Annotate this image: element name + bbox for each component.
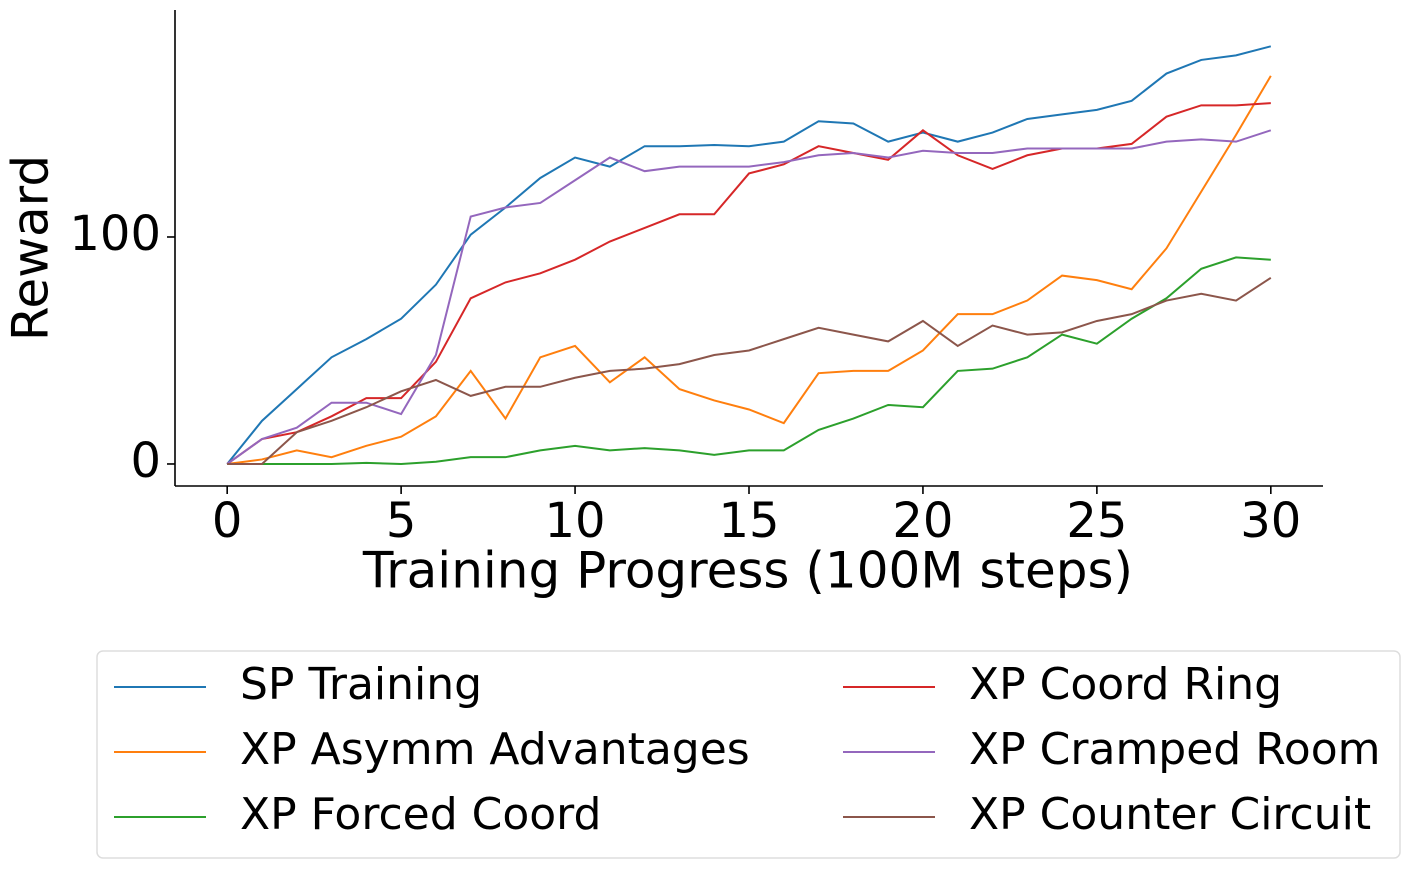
y-tick-label: 0 — [130, 433, 161, 489]
x-tick-label: 20 — [892, 493, 953, 549]
x-axis-label: Training Progress (100M steps) — [362, 542, 1133, 600]
legend-label: XP Forced Coord — [240, 789, 601, 840]
x-tick-label: 25 — [1066, 493, 1127, 549]
series-line — [227, 277, 1272, 465]
y-tick-label: 100 — [69, 206, 161, 262]
x-tick-label: 0 — [212, 493, 243, 549]
y-axis-label: Reward — [2, 155, 60, 341]
legend-label: SP Training — [240, 659, 482, 710]
legend-label: XP Counter Circuit — [969, 789, 1371, 840]
series-line — [227, 75, 1272, 465]
x-tick-label: 15 — [718, 493, 779, 549]
legend-box — [96, 650, 1401, 859]
x-tick-label: 5 — [386, 493, 417, 549]
series-line — [227, 256, 1271, 465]
series-line — [226, 45, 1272, 465]
x-tick-label: 30 — [1240, 493, 1301, 549]
series-line — [226, 129, 1272, 465]
x-tick-label: 10 — [545, 493, 606, 549]
legend-label: XP Asymm Advantages — [240, 724, 750, 775]
legend-label: XP Cramped Room — [969, 724, 1381, 775]
legend-label: XP Coord Ring — [969, 659, 1282, 710]
